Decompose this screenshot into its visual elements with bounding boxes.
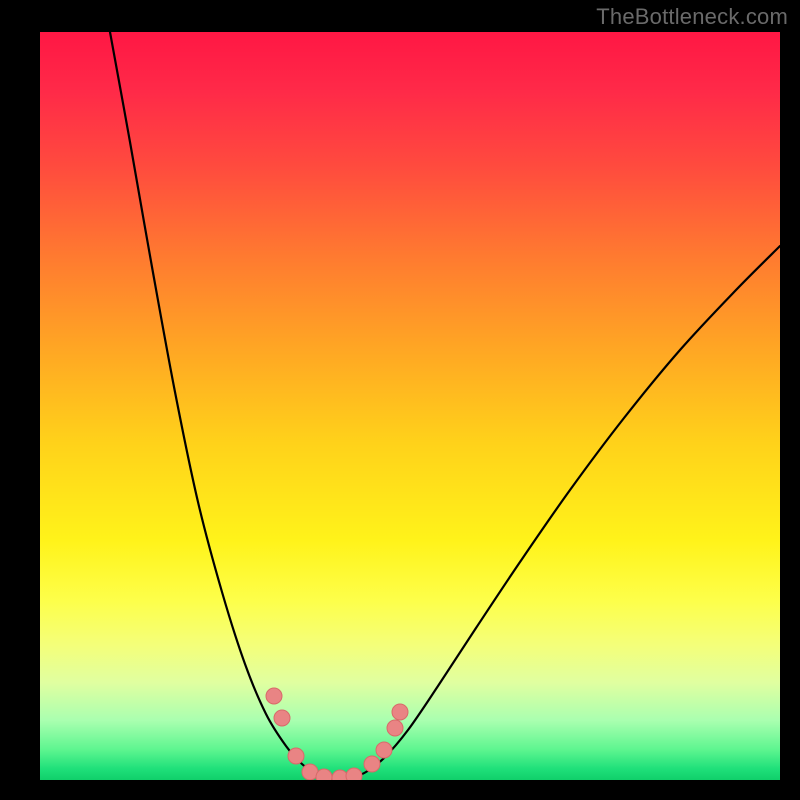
bottleneck-curve-chart [40, 32, 780, 780]
data-marker [376, 742, 392, 758]
data-marker [288, 748, 304, 764]
plot-area [40, 32, 780, 780]
data-marker [316, 769, 332, 780]
gradient-background [40, 32, 780, 780]
chart-frame: TheBottleneck.com [0, 0, 800, 800]
data-marker [274, 710, 290, 726]
data-marker [392, 704, 408, 720]
watermark-text: TheBottleneck.com [596, 4, 788, 30]
data-marker [364, 756, 380, 772]
data-marker [346, 768, 362, 780]
data-marker [387, 720, 403, 736]
data-marker [266, 688, 282, 704]
